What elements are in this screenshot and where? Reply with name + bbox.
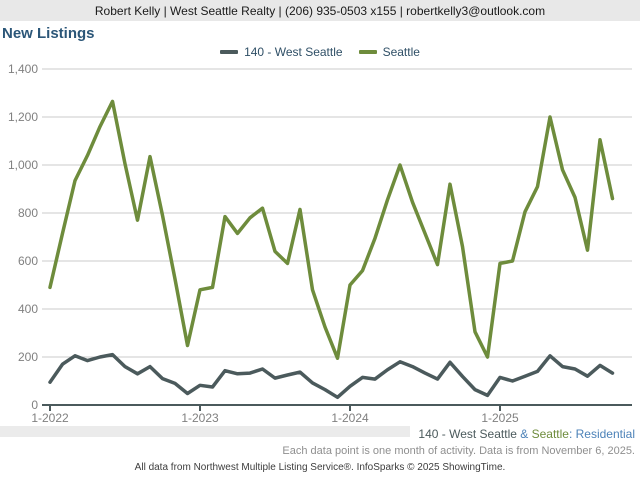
data-note: Each data point is one month of activity… xyxy=(282,445,635,457)
series-description-segment: & xyxy=(520,427,532,441)
chart-title: New Listings xyxy=(2,25,95,42)
series-description: 140 - West Seattle & Seattle: Residentia… xyxy=(418,427,635,441)
y-axis-tick-label: 1,000 xyxy=(8,158,38,172)
y-axis-tick-label: 200 xyxy=(18,350,38,364)
contact-info-text: Robert Kelly | West Seattle Realty | (20… xyxy=(94,3,546,18)
x-axis-tick-label: 1-2023 xyxy=(181,411,219,425)
y-axis-tick-label: 1,400 xyxy=(8,62,38,76)
attribution-note: All data from Northwest Multiple Listing… xyxy=(134,462,506,473)
series-line-seattle xyxy=(48,99,615,360)
legend-swatch xyxy=(220,50,239,54)
y-axis-tick-label: 800 xyxy=(18,206,38,220)
series-description-segment: 140 - West Seattle xyxy=(418,427,521,441)
legend-item-seattle[interactable]: Seattle xyxy=(358,45,420,59)
y-axis-tick-label: 1,200 xyxy=(8,110,38,124)
y-axis-tick-label: 0 xyxy=(31,398,38,412)
x-axis-tick-label: 1-2025 xyxy=(481,411,519,425)
footer-divider-strip xyxy=(0,426,410,437)
legend-label: 140 - West Seattle xyxy=(244,45,343,59)
y-axis-tick-label: 400 xyxy=(18,302,38,316)
legend-swatch xyxy=(358,50,377,54)
legend-item-west-seattle[interactable]: 140 - West Seattle xyxy=(220,45,343,59)
series-description-segment: : Residential xyxy=(568,427,635,441)
series-line-west-seattle xyxy=(48,352,615,400)
contact-header-bar: Robert Kelly | West Seattle Realty | (20… xyxy=(0,0,640,21)
legend-label: Seattle xyxy=(382,45,420,59)
x-axis-tick-label: 1-2022 xyxy=(31,411,69,425)
x-axis-tick-label: 1-2024 xyxy=(331,411,369,425)
series-description-segment: Seattle xyxy=(531,427,569,441)
y-axis-tick-label: 600 xyxy=(18,254,38,268)
chart-legend: 140 - West Seattle Seattle xyxy=(0,45,640,59)
